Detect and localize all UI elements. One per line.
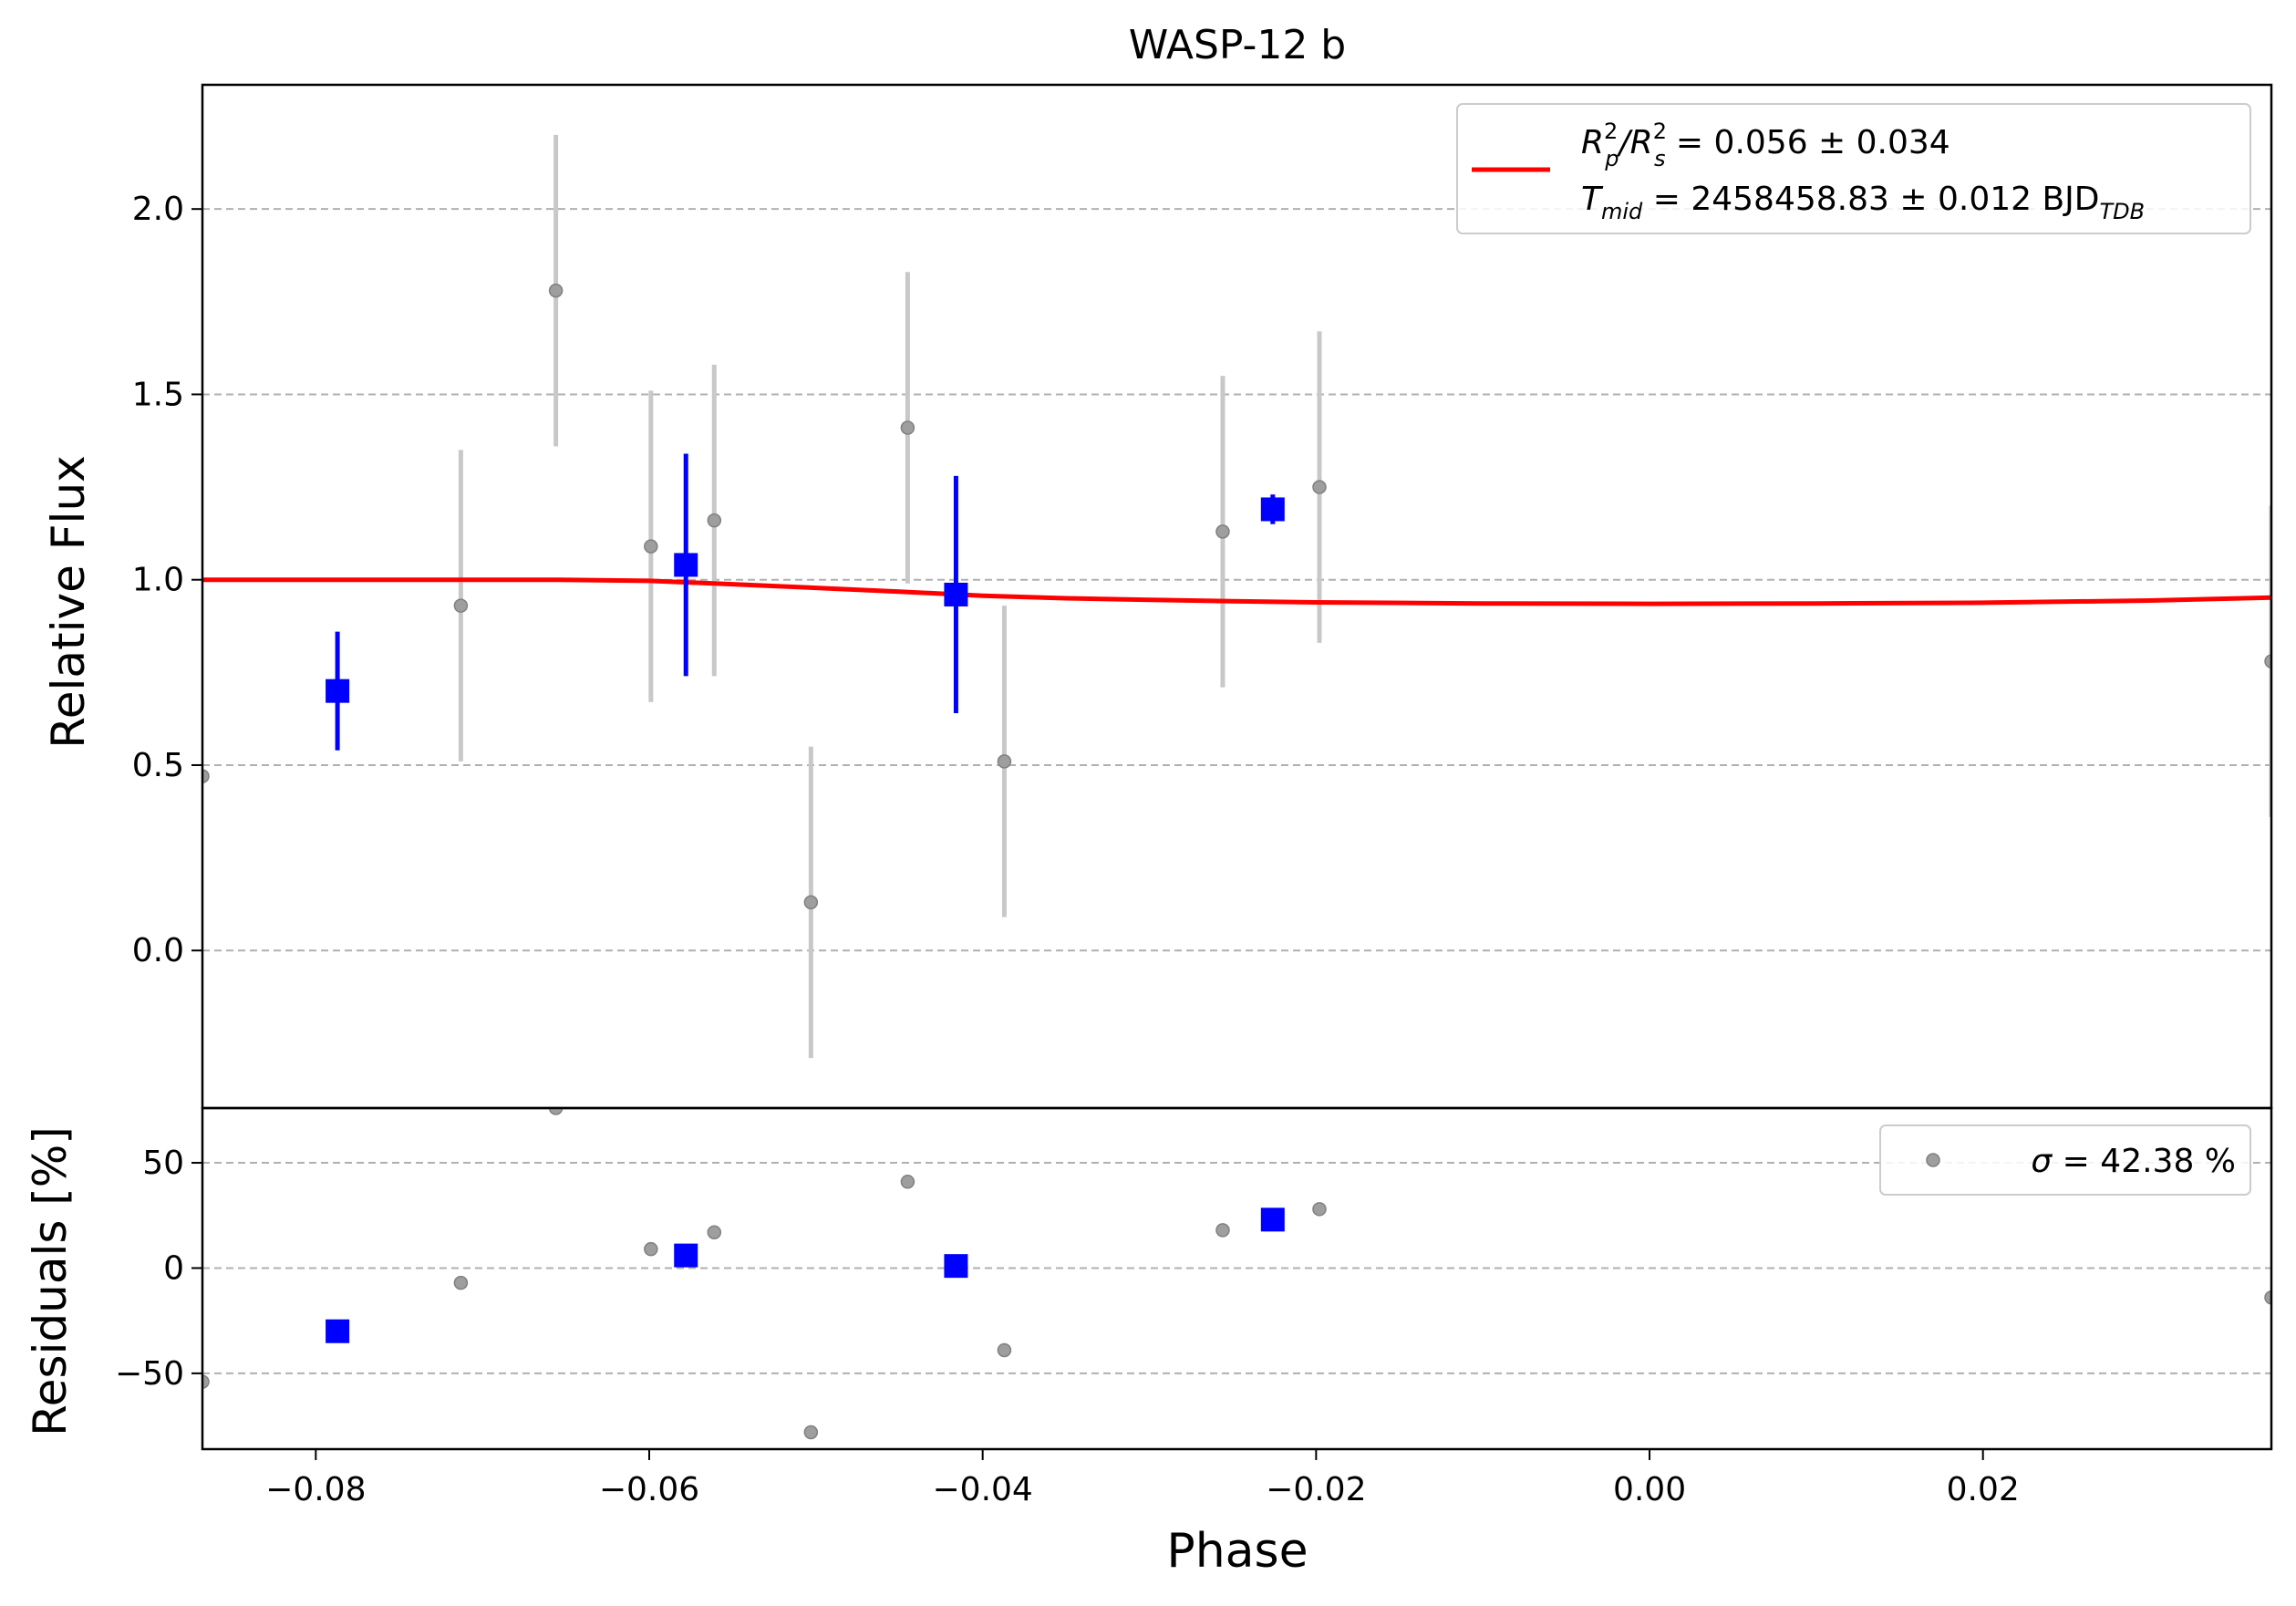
y-tick-label: 50 [142, 1145, 184, 1182]
raw-data-point [997, 1342, 1012, 1358]
raw-data-point [644, 1241, 658, 1257]
binned-data-point [1260, 497, 1285, 522]
raw-data-point [548, 283, 564, 298]
residuals-legend: σ = 42.38 % [1879, 1124, 2251, 1196]
raw-data-point [202, 1374, 210, 1389]
raw-data-point [900, 420, 915, 435]
y-tick-label: 0 [163, 1249, 184, 1287]
binned-data-point [944, 582, 968, 606]
bottom-y-axis-label: Residuals [%] [24, 1126, 77, 1436]
flux-legend-box [1456, 103, 2251, 234]
binned-data-point [326, 1319, 350, 1343]
x-tick-label: −0.04 [933, 1471, 1033, 1508]
raw-data-point [707, 513, 722, 528]
raw-data-point [2264, 654, 2271, 668]
raw-data-point [900, 1175, 915, 1189]
legend-rp-rs-entry: R2 p/R2 s = 0.056 ± 0.034 [1581, 119, 1950, 171]
raw-data-point [1312, 1202, 1327, 1217]
x-tick-label: −0.02 [1266, 1471, 1366, 1508]
plot-area [202, 134, 2271, 1059]
x-tick-label: −0.08 [265, 1471, 366, 1508]
binned-data-point [674, 1243, 698, 1268]
raw-data-point [997, 754, 1012, 769]
raw-data-point [1312, 480, 1327, 494]
legend-sigma-entry: σ = 42.38 % [2031, 1143, 2236, 1180]
legend-residual-marker [1926, 1153, 1940, 1167]
plot-area [202, 1108, 2271, 1440]
y-tick-label: 1.5 [132, 376, 184, 413]
raw-data-point [803, 895, 819, 910]
raw-data-point [453, 1275, 469, 1290]
x-tick-label: 0.00 [1613, 1471, 1686, 1508]
x-tick-label: −0.06 [599, 1471, 699, 1508]
axes-frame [201, 1106, 2273, 1451]
raw-data-point [2264, 1290, 2271, 1305]
raw-data-point [644, 539, 658, 554]
binned-data-point [674, 553, 698, 577]
raw-data-point [1215, 524, 1230, 539]
binned-data-point [326, 679, 350, 703]
x-axis-label: Phase [1166, 1524, 1308, 1579]
y-tick-label: 1.0 [132, 562, 184, 599]
y-tick-label: 0.0 [132, 932, 184, 969]
raw-data-point [803, 1425, 819, 1440]
residuals-legend-box [1879, 1124, 2251, 1196]
binned-data-point [944, 1254, 968, 1279]
raw-data-point [453, 598, 469, 613]
transit-model-line [202, 577, 2271, 606]
legend-tmid-entry: Tmid = 2458458.83 ± 0.012 BJDTDB [1581, 181, 2145, 224]
raw-data-point [1215, 1223, 1230, 1238]
raw-data-point [202, 769, 210, 783]
y-tick-label: 0.5 [132, 747, 184, 784]
chart-title: WASP-12 b [1129, 22, 1346, 68]
raw-data-point [548, 1108, 564, 1115]
y-tick-label: 2.0 [132, 191, 184, 228]
x-tick-label: 0.02 [1947, 1471, 2020, 1508]
flux-panel: 0.0 0.5 1.0 1.5 2.0 [132, 83, 2273, 1110]
axes-frame [201, 83, 2273, 1110]
y-tick-label: −50 [115, 1355, 184, 1393]
binned-data-point [1260, 1207, 1285, 1232]
top-y-axis-label: Relative Flux [42, 455, 95, 748]
flux-legend: R2 p/R2 s = 0.056 ± 0.034 Tmid = 2458458.8… [1456, 103, 2251, 234]
raw-data-point [707, 1225, 722, 1239]
